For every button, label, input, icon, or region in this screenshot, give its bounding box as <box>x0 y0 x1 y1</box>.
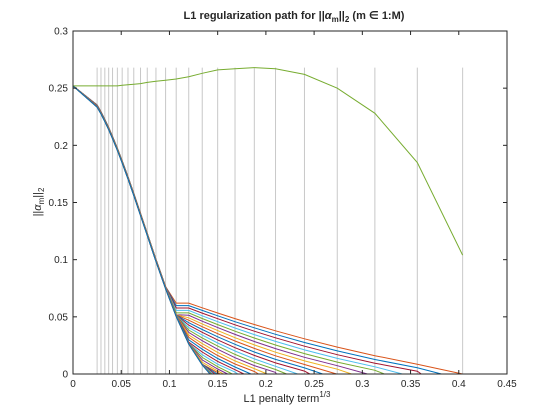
series-line <box>73 67 464 256</box>
x-tick-label: 0.05 <box>111 379 131 390</box>
axes <box>72 30 508 375</box>
x-tick-label: 0.15 <box>208 379 228 390</box>
penalty-marker-lines <box>96 67 464 374</box>
highlighted-path <box>73 67 464 256</box>
y-tick-label: 0 <box>62 370 68 381</box>
x-tick-label: 0.35 <box>401 379 421 390</box>
x-axis-label: L1 penalty term1/3 <box>244 390 332 405</box>
x-tick-label: 0.4 <box>452 379 466 390</box>
y-tick-label: 0.2 <box>54 141 68 152</box>
y-tick-label: 0.3 <box>54 27 68 38</box>
coefficient-path <box>72 85 211 375</box>
x-tick-label: 0.3 <box>355 379 369 390</box>
y-tick-label: 0.25 <box>49 84 69 95</box>
x-tick-label: 0.25 <box>304 379 324 390</box>
x-tick-label: 0.2 <box>259 379 273 390</box>
tick-labels: 0 0.05 0.1 0.15 0.2 0.25 0.3 0.35 0.4 0.45 0 0.05 0.… <box>49 27 518 391</box>
y-tick-label: 0.05 <box>49 312 69 323</box>
x-tick-label: 0 <box>70 379 76 390</box>
coefficient-paths <box>72 85 463 375</box>
y-tick-label: 0.1 <box>54 255 68 266</box>
y-tick-label: 0.15 <box>49 198 69 209</box>
chart-title: L1 regularization path for ||αm||2 (m ∈ … <box>184 10 405 24</box>
x-tick-label: 0.45 <box>497 379 517 390</box>
x-tick-label: 0.1 <box>162 379 176 390</box>
y-axis-label: ||αm||2 <box>32 187 46 216</box>
